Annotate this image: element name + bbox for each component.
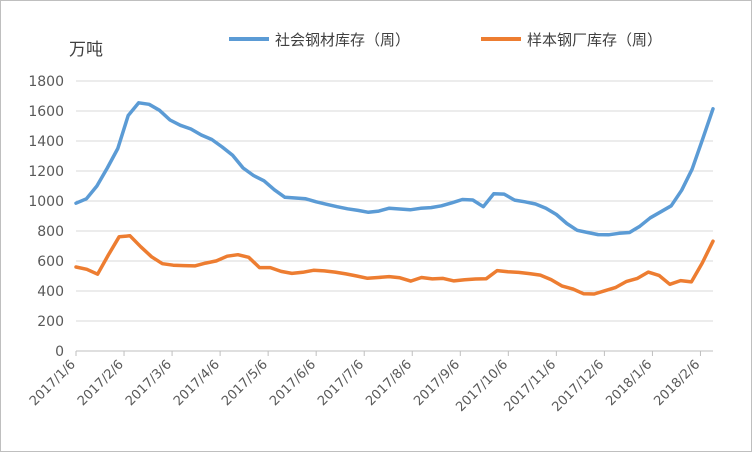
y-tick-label: 0 xyxy=(55,344,64,360)
series-line-2 xyxy=(74,234,715,296)
y-unit-label: 万吨 xyxy=(69,40,103,60)
y-tick-label: 800 xyxy=(37,224,64,240)
x-tick-label: 2018/2/6 xyxy=(651,357,703,409)
legend-label-2: 样本钢厂库存（周） xyxy=(527,31,662,49)
x-tick-label: 2017/4/6 xyxy=(171,357,223,409)
grid-lines xyxy=(76,80,713,352)
x-tick-label: 2017/12/6 xyxy=(549,357,607,415)
series-lines xyxy=(74,101,715,296)
y-tick-label: 1800 xyxy=(28,74,64,90)
y-axis: 0 200 400 600 800 1000 1200 1400 1600 1800 xyxy=(28,74,64,360)
x-tick-label: 2017/2/6 xyxy=(75,357,127,409)
x-tick-label: 2018/1/6 xyxy=(603,357,655,409)
series-line-1 xyxy=(74,101,715,237)
y-tick-label: 1600 xyxy=(28,104,64,120)
legend-label-1: 社会钢材库存（周） xyxy=(275,31,410,49)
x-tick-label: 2017/8/6 xyxy=(363,357,415,409)
x-tick-label: 2017/3/6 xyxy=(123,357,175,409)
y-tick-label: 1400 xyxy=(28,134,64,150)
legend: 社会钢材库存（周） 样本钢厂库存（周） xyxy=(229,31,662,49)
x-tick-label: 2017/5/6 xyxy=(219,357,271,409)
x-axis: 2017/1/62017/2/62017/3/62017/4/62017/5/6… xyxy=(27,351,703,415)
y-tick-label: 400 xyxy=(37,284,64,300)
y-tick-label: 200 xyxy=(37,314,64,330)
y-tick-label: 600 xyxy=(37,254,64,270)
y-tick-label: 1000 xyxy=(28,194,64,210)
x-tick-label: 2017/1/6 xyxy=(27,357,79,409)
x-tick-label: 2017/6/6 xyxy=(267,357,319,409)
y-tick-label: 1200 xyxy=(28,164,64,180)
x-tick-label: 2017/7/6 xyxy=(315,357,367,409)
